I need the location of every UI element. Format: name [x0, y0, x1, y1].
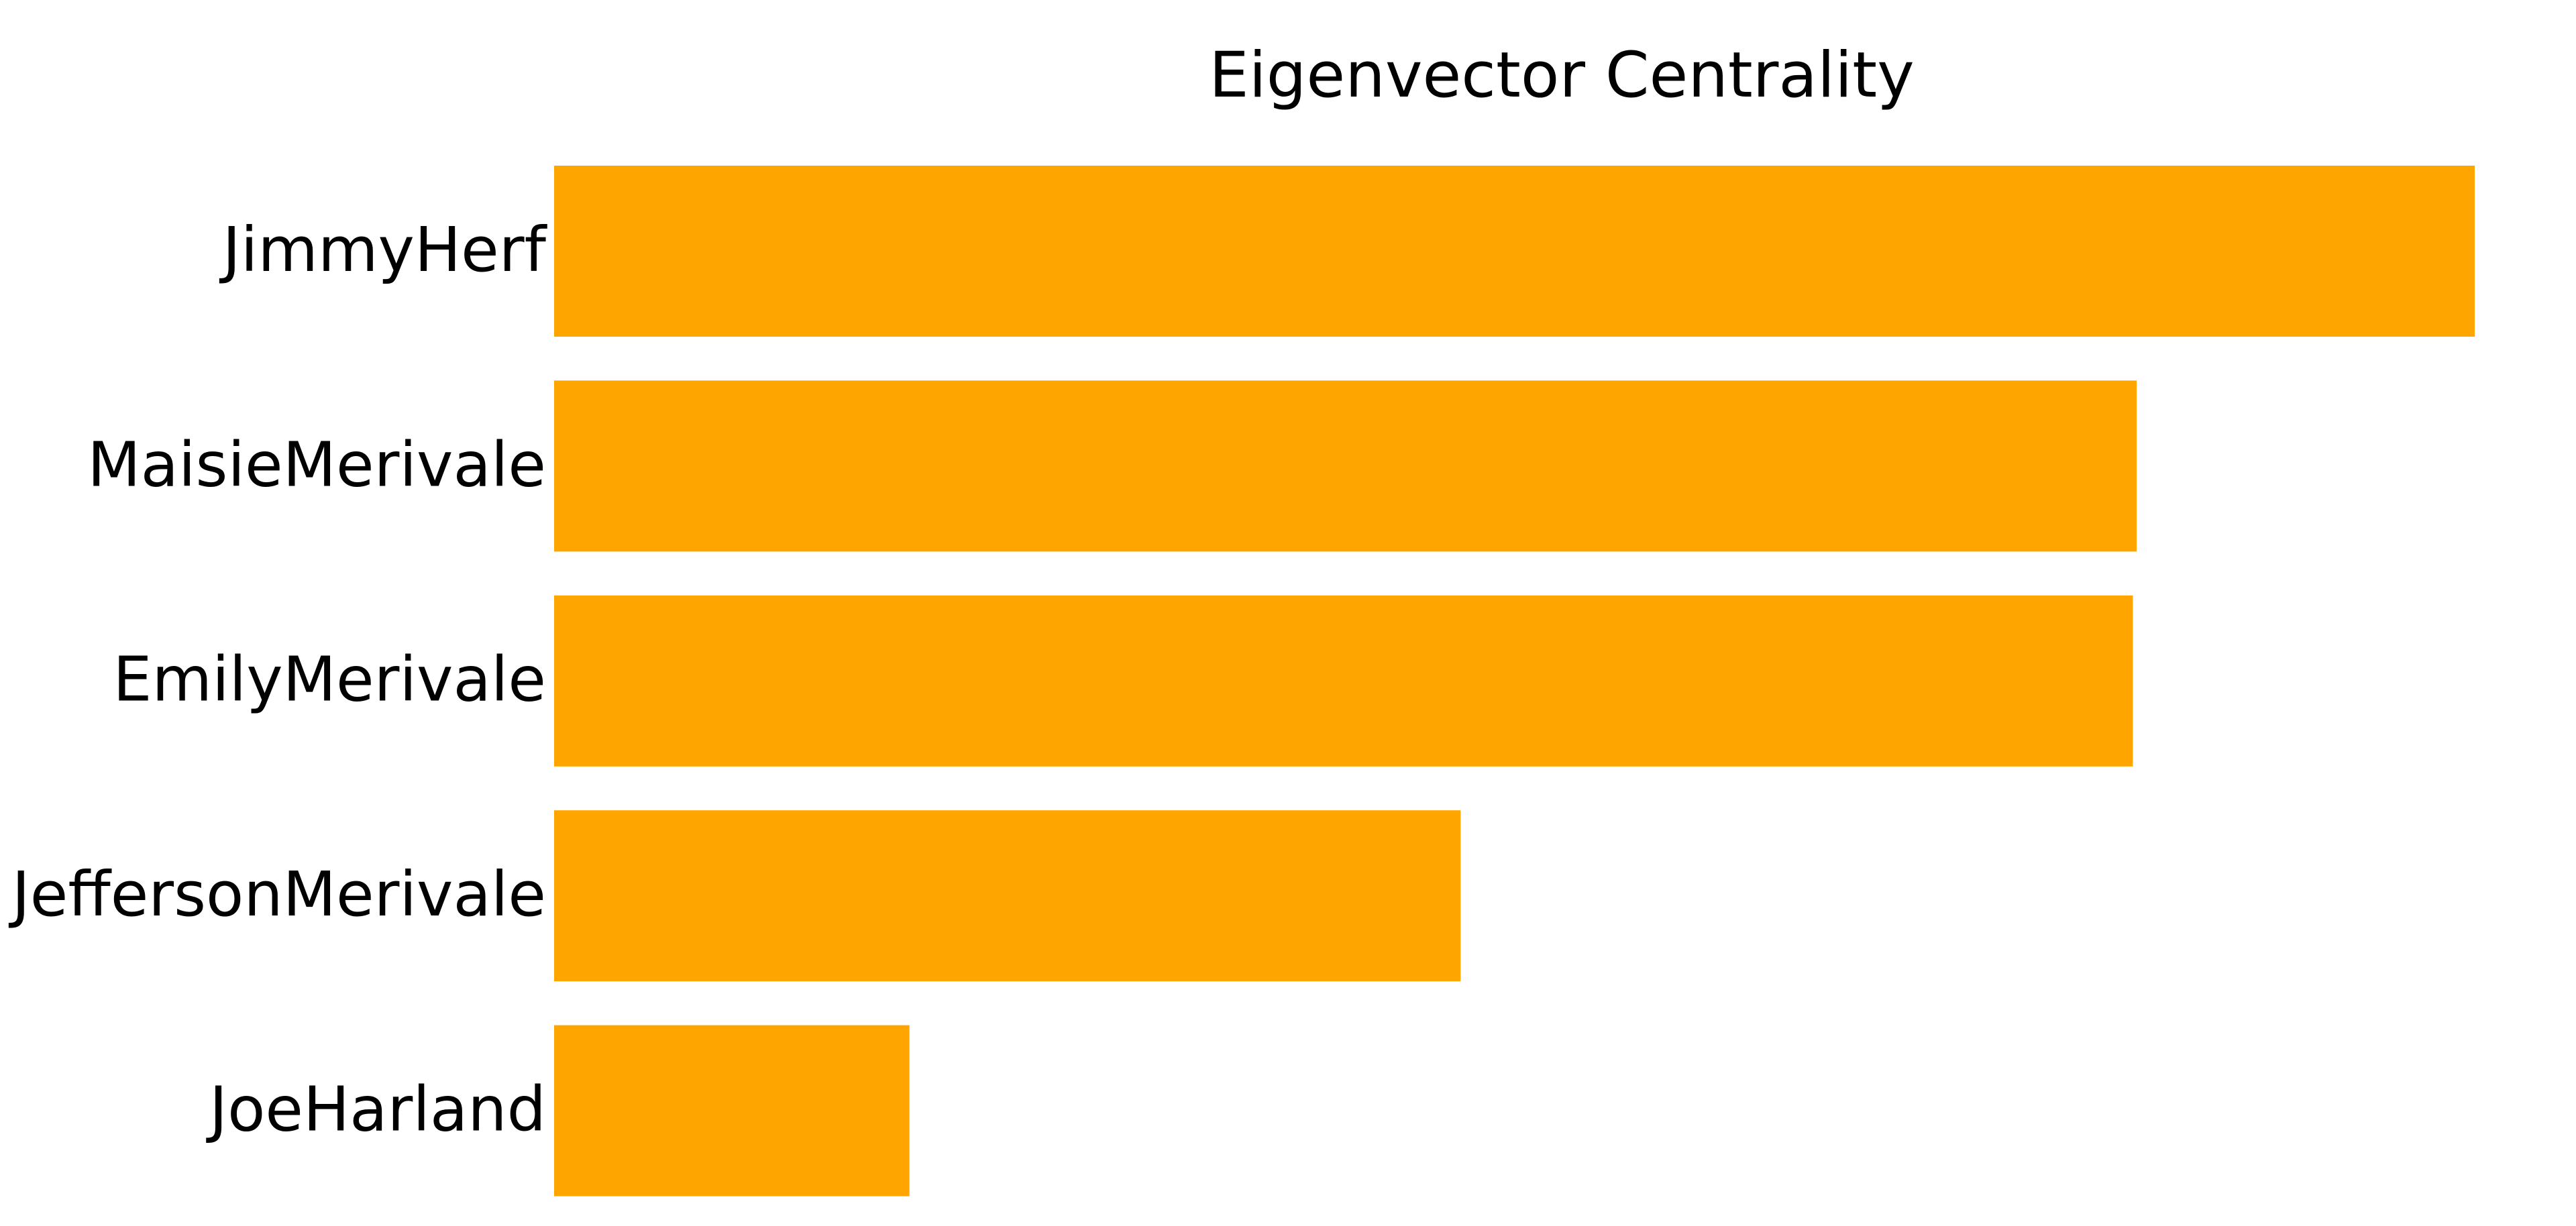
bar	[554, 810, 1461, 982]
bar	[554, 1025, 910, 1196]
chart-title: Eigenvector Centrality	[1209, 39, 1915, 112]
y-tick-label: EmilyMerivale	[113, 644, 546, 716]
y-tick-label: MaisieMerivale	[87, 429, 546, 500]
y-tick-label: JoeHarland	[206, 1073, 546, 1145]
bar	[554, 166, 2475, 337]
y-tick-label: JeffersonMerivale	[9, 858, 546, 930]
bar	[554, 595, 2133, 767]
y-tick-label: JimmyHerf	[219, 214, 548, 286]
bar	[554, 380, 2137, 552]
